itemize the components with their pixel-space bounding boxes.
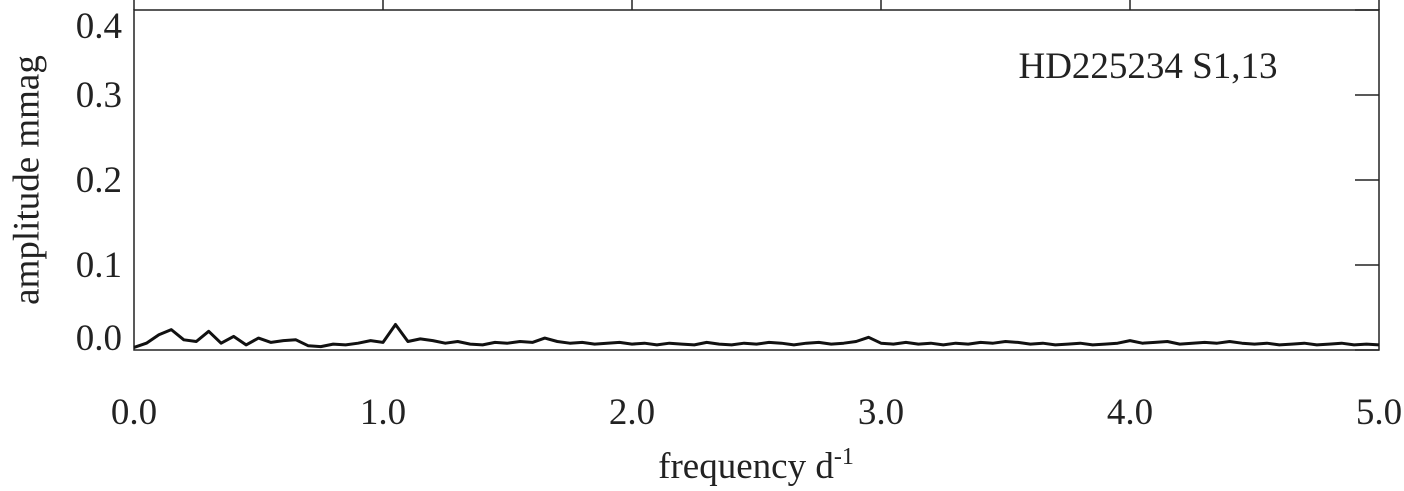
x-label-superscript: -1 (834, 444, 854, 470)
spectrum-line (133, 323, 1380, 349)
y-axis-label: amplitude mmag (6, 55, 47, 305)
x-tick-label: 3.0 (858, 392, 904, 433)
y-tick-label: 0.3 (76, 75, 122, 116)
x-tick-label: 0.0 (111, 392, 157, 433)
x-tick-label: 4.0 (1107, 392, 1153, 433)
x-tick-label: 2.0 (609, 392, 655, 433)
y-tick-label: 0.4 (76, 6, 122, 47)
x-tick-label: 1.0 (360, 392, 406, 433)
y-tick-label: 0.0 (76, 318, 122, 359)
y-tick-label: 0.1 (76, 245, 122, 286)
annotation: HD225234 S1,13 (1018, 46, 1277, 87)
x-axis-label: frequency d-1 (658, 444, 854, 487)
x-label-text: frequency d (658, 446, 834, 487)
y-tick-label: 0.2 (76, 160, 122, 201)
x-tick-label: 5.0 (1356, 392, 1402, 433)
